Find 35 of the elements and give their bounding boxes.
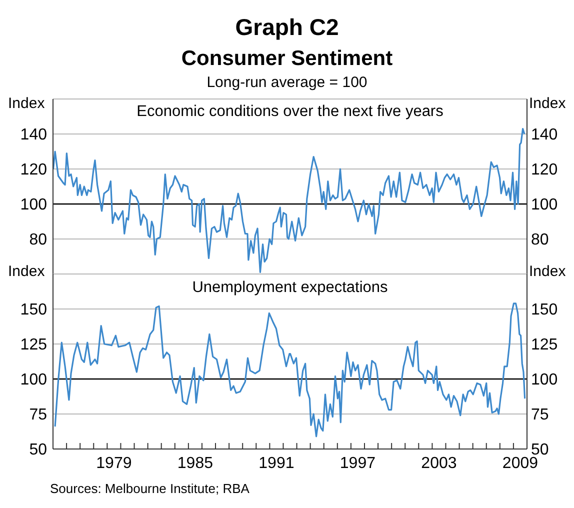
x-tick-label: 2009 [502,455,538,472]
line-series [53,128,526,274]
caption: Graph C2 [234,14,340,41]
y-tick-label: 140 [20,126,48,144]
y2-axis-title: Index [529,95,566,112]
y-tick-label: 120 [20,162,48,179]
chart-title: Unemployment expectations [191,279,389,297]
y2-tick-label: 140 [531,126,558,144]
chart-title: Economic conditions over the next five years [136,103,444,121]
source-note: Sources: Melbourne Institute; RBA [50,481,250,496]
x-tick-label: 1985 [177,455,214,472]
x-tick-label: 1997 [340,455,376,472]
x-tick-label: 2003 [421,455,457,472]
y2-tick-label: 150 [531,302,558,319]
text: Long-run average = 100 [206,74,368,91]
y-tick-label: 75 [29,406,48,424]
y2-tick-label: 120 [531,162,558,179]
y-tick-label: 80 [29,232,48,249]
x-tick-label: 1991 [258,455,294,472]
y2-tick-label: 75 [531,406,549,424]
y2-tick-label: 80 [531,232,549,249]
y-tick-label: 100 [20,372,48,389]
y-tick-label: 125 [20,336,48,354]
line-series [54,302,526,438]
y2-axis-title: Index [529,263,566,280]
y-tick-label: 50 [29,442,48,459]
y-axis-title: Index [8,95,45,112]
y-tick-label: 100 [20,196,48,214]
y-tick-label: 150 [20,302,48,319]
y2-tick-label: 100 [531,196,558,214]
y-axis-title: Index [8,263,45,280]
y2-tick-label: 100 [531,372,558,389]
y2-tick-label: 125 [531,336,558,354]
text: Consumer Sentiment [180,47,394,71]
x-tick-label: 1979 [96,455,132,472]
